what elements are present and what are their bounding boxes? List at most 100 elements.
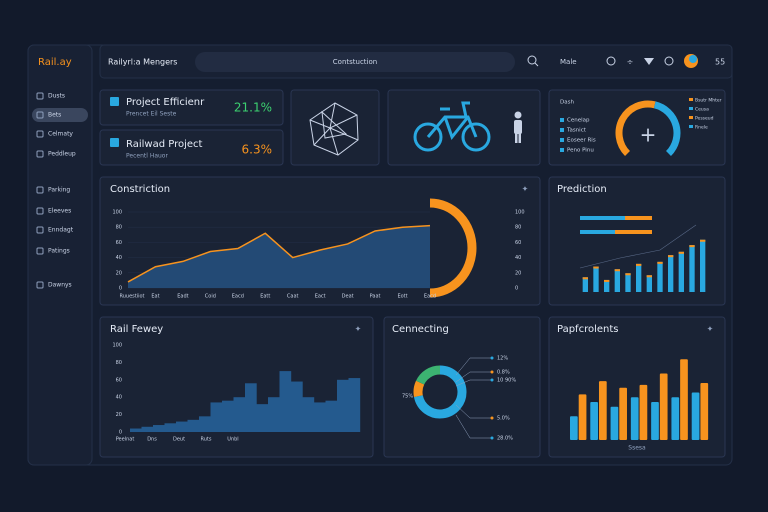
kpi-subtitle: Prencet Eil Seste [126,111,177,118]
nav-item[interactable]: Celmaty [48,131,73,138]
legend-swatch [689,116,693,119]
leader-dot [490,436,494,440]
leader-line [455,404,492,419]
bar [187,419,200,432]
nav-item[interactable]: Patings [48,248,70,255]
nav-icon [36,207,44,215]
bar-cap [604,279,610,282]
nav-icon [36,226,44,234]
legend-swatch [560,128,564,132]
nav-icon [36,247,44,255]
nav-icon [36,130,44,138]
x-tick-label: Coid [205,294,216,300]
kpi-value: 21.1% [234,101,272,115]
nav-highlight [32,108,88,122]
panel-title: Prediction [557,184,607,195]
bar [153,425,165,432]
bar [671,397,680,440]
bar [325,400,338,432]
bar [291,381,303,432]
leader-dot [490,356,494,360]
nav-item[interactable]: Parking [48,187,70,194]
y2-tick-label: 100 [515,210,525,216]
trend-line [579,224,697,269]
kpi-value: 6.3% [242,143,273,157]
leader-line [455,414,492,439]
legend-label: Rnele [695,125,708,131]
legend-label: Ceusa [695,107,709,113]
x-tick-label: Unbl [227,437,238,443]
search-icon[interactable] [527,55,537,65]
bar [578,394,587,440]
leader-line [455,357,492,376]
icon[interactable]: ÷ [627,58,634,67]
bar [199,416,211,432]
x-tick-label: Peelnat [116,437,135,443]
bar-cap [700,239,706,242]
panel-title: Cennecting [392,324,449,335]
kpi-icon [110,97,119,106]
user-name[interactable]: Male [560,58,577,66]
x-tick-label: Eact [315,294,326,300]
y-tick-label: 40 [116,395,122,401]
legend-label: Peno Pinu [567,148,594,154]
callout-label: 0.8% [497,370,510,376]
panel-menu[interactable]: ✦ [707,325,714,334]
y-tick-label: 20 [116,412,122,418]
nav-item[interactable]: Dusts [48,93,65,100]
bar [651,402,659,440]
x-tick-label: Ruuestiiot [119,294,144,300]
bar [657,261,663,292]
y-tick-label: 60 [116,377,122,383]
bar [314,402,326,432]
icon[interactable] [606,56,616,66]
nav-item[interactable]: Eleeves [48,208,71,215]
y2-tick-label: 60 [515,240,521,246]
legend-swatch [689,125,693,128]
bar-cap [593,266,599,269]
donut-segment [413,380,425,397]
center-label: 75% [402,394,413,400]
legend-label: Cenelap [567,118,590,124]
legend-swatch [689,107,693,110]
gauge-segment [653,101,681,156]
icon[interactable] [664,56,674,66]
bar [348,378,361,432]
x-tick-label: Eadt [177,294,188,300]
progress-bar [615,230,652,234]
sidebar [27,44,93,466]
bar [256,404,269,432]
page-title: Railyrl:a Mengers [108,58,177,67]
panel-menu[interactable]: ✦ [522,185,529,194]
bar [268,397,280,432]
kpi-card [99,129,284,166]
footnote: Ssesa [628,445,646,452]
bar [646,275,652,292]
panel-menu[interactable]: ✦ [355,325,362,334]
legend-label: Pesseud [695,116,714,122]
gauge: Dash Cenelap Tasnict Eoseer Ris Peno Pinu Bsu… [560,98,722,156]
nav-item[interactable]: Peddleup [48,151,76,158]
nav-item[interactable]: Dawnys [48,282,72,289]
icon[interactable] [644,58,654,65]
bar [164,423,177,432]
nav-item[interactable]: Enndagt [48,227,74,234]
search-box[interactable] [195,52,515,72]
nav-item[interactable]: Bets [48,112,61,119]
y2-tick-label: 20 [515,270,521,276]
panel-title: Constriction [110,184,170,195]
bar [614,269,620,292]
bar [678,251,684,292]
legend-swatch [560,118,564,122]
y-tick-label: 100 [112,210,122,216]
search-text[interactable]: Contstuction [333,58,377,66]
y2-tick-label: 40 [515,255,521,261]
gauge-icon: + [640,123,657,147]
legend-label: Bsutr Mhter [695,98,722,104]
bar [668,255,674,292]
kpi-title: Project Efficienr [126,97,205,108]
bar-cap [625,273,631,276]
icon-card [290,89,380,166]
x-tick-label: Eatt [260,294,270,300]
